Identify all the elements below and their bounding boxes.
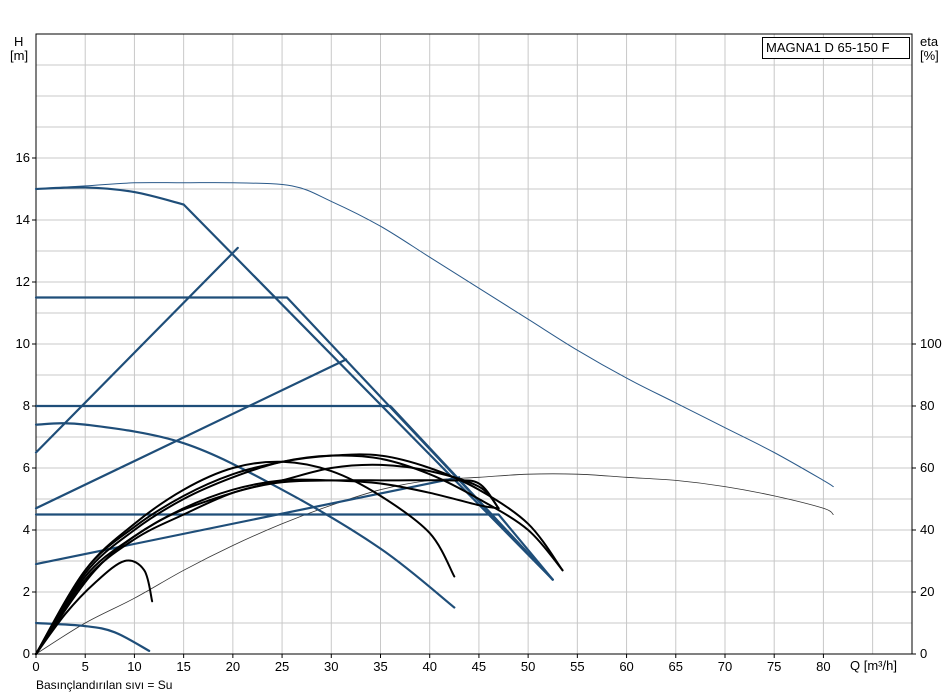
x-axis-label: Q [m³/h] [850, 658, 897, 673]
x-tick-label: 50 [521, 659, 535, 674]
head-curve [34, 404, 554, 581]
y-left-tick-label: 14 [16, 212, 30, 227]
efficiency-curve [35, 559, 154, 655]
x-tick-label: 15 [176, 659, 190, 674]
y-left-tick-label: 0 [23, 646, 30, 661]
head-curve [34, 186, 554, 581]
efficiency-curve [35, 479, 500, 655]
y-right-label-line2: [%] [920, 48, 939, 63]
head-curve [34, 422, 456, 609]
head-curve [34, 296, 554, 581]
y-right-tick-label: 0 [920, 646, 927, 661]
y-left-tick-label: 4 [23, 522, 30, 537]
x-tick-label: 45 [472, 659, 486, 674]
y-left-label-line2: [m] [10, 48, 28, 63]
x-tick-label: 55 [570, 659, 584, 674]
control-line [34, 246, 239, 454]
y-right-tick-label: 60 [920, 460, 934, 475]
grid [36, 34, 912, 654]
ticks-layer: 0 5 10 15 20 25 30 35 40 45 50 55 60 65 70 75 80 0 2 4 6 8 10 1… [16, 150, 942, 674]
y-right-tick-label: 40 [920, 522, 934, 537]
x-tick-label: 75 [767, 659, 781, 674]
footer-note: Basınçlandırılan sıvı = Su [36, 678, 173, 692]
x-tick-label: 5 [82, 659, 89, 674]
y-left-label-line1: H [14, 34, 23, 49]
x-tick-label: 35 [373, 659, 387, 674]
y-left-tick-label: 8 [23, 398, 30, 413]
head-curve [34, 621, 151, 652]
x-tick-label: 70 [718, 659, 732, 674]
x-tick-label: 25 [275, 659, 289, 674]
x-tick-label: 60 [619, 659, 633, 674]
chart-title: MAGNA1 D 65-150 F [762, 37, 910, 59]
x-tick-label: 80 [816, 659, 830, 674]
power-curve [35, 182, 834, 488]
y-right-tick-label: 100 [920, 336, 942, 351]
y-left-tick-label: 12 [16, 274, 30, 289]
control-line [34, 476, 461, 566]
y-right-tick-label: 80 [920, 398, 934, 413]
overall-efficiency-curve [35, 473, 834, 655]
x-tick-label: 0 [32, 659, 39, 674]
y-left-tick-label: 2 [23, 584, 30, 599]
y-left-tick-label: 10 [16, 336, 30, 351]
head-curve [34, 513, 554, 581]
efficiency-curve [35, 453, 564, 655]
control-line [34, 358, 348, 510]
efficiency-curve [35, 454, 564, 655]
y-right-label-line1: eta [920, 34, 939, 49]
x-tick-label: 40 [422, 659, 436, 674]
x-tick-label: 30 [324, 659, 338, 674]
y-left-tick-label: 6 [23, 460, 30, 475]
curves-layer [34, 182, 834, 655]
x-tick-label: 20 [226, 659, 240, 674]
x-tick-label: 65 [669, 659, 683, 674]
y-left-tick-label: 16 [16, 150, 30, 165]
x-tick-label: 10 [127, 659, 141, 674]
y-right-tick-label: 20 [920, 584, 934, 599]
